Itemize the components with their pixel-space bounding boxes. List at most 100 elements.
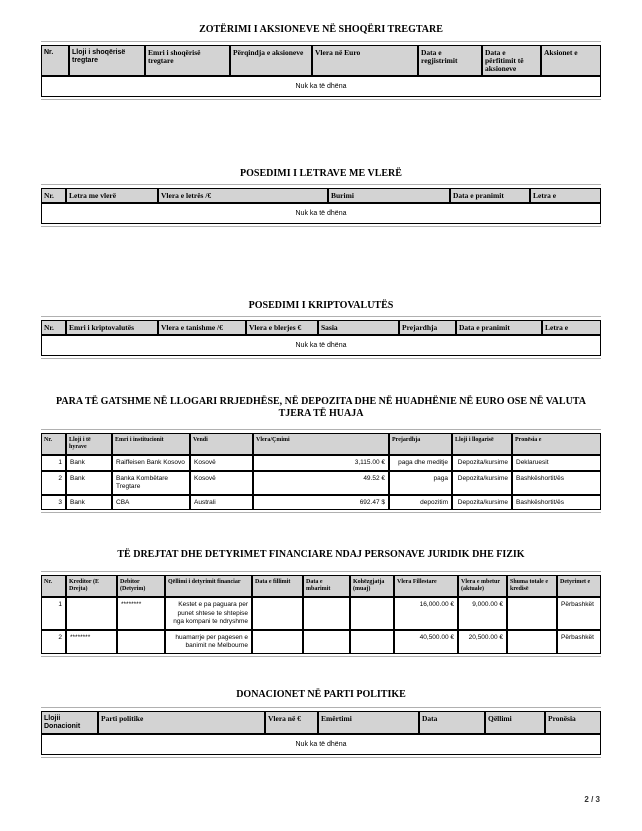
- column-header: Nr.: [41, 188, 66, 203]
- table-frame: Nr. Lloji i shoqërisë tregtare Emri i sh…: [41, 41, 601, 100]
- table-cell: Australi: [190, 494, 253, 510]
- table-cell: ********: [66, 629, 117, 654]
- column-header: Letra me vlerë: [66, 188, 158, 203]
- table-cell: Bashkëshortit/ës: [512, 494, 601, 510]
- shares-table: Nr. Lloji i shoqërisë tregtare Emri i sh…: [41, 45, 601, 97]
- table-cell: Kestet e pa paguara per punet shtese te …: [165, 597, 252, 630]
- column-header: Përqindja e aksioneve: [230, 45, 312, 76]
- table-cell: 3,115.00 €: [253, 455, 389, 471]
- section-title: DONACIONET NË PARTI POLITIKE: [236, 688, 406, 700]
- column-header: Emërtimi: [318, 710, 419, 734]
- section-title: PARA TË GATSHME NË LLOGARI RRJEDHËSE, NË…: [56, 396, 586, 419]
- empty-placeholder: Nuk ka të dhëna: [41, 335, 601, 356]
- table-cell: 2: [41, 629, 66, 654]
- table-cell: Përbashkët: [557, 597, 601, 630]
- table-cell: depozitim: [389, 494, 452, 510]
- table-cell: [507, 629, 557, 654]
- column-header: Debitor (Detyrim): [117, 575, 165, 597]
- column-header: Letra e: [542, 320, 601, 335]
- column-header: Vlera/Çmimi: [253, 433, 389, 455]
- column-header: Pronësia: [545, 710, 601, 734]
- column-header: Sasia: [318, 320, 399, 335]
- table-cell: [303, 629, 350, 654]
- table-row: 1 Bank Raiffeisen Bank Kosovo Kosovë 3,1…: [41, 455, 601, 471]
- column-header: Lloji i shoqërisë tregtare: [69, 45, 145, 76]
- column-header: Nr.: [41, 575, 66, 597]
- column-header: Data e pranimit: [450, 188, 530, 203]
- column-header: Nr.: [41, 45, 69, 76]
- section-liabilities: TË DREJTAT DHE DETYRIMET FINANCIARE NDAJ…: [41, 549, 601, 657]
- column-header: Emri i kriptovalutës: [66, 320, 158, 335]
- table-frame: Nr. Emri i kriptovalutës Vlera e tanishm…: [41, 316, 601, 359]
- empty-placeholder: Nuk ka të dhëna: [41, 203, 601, 224]
- column-header: Data e fillimit: [252, 575, 303, 597]
- page-content: ZOTËRIMI I AKSIONEVE NË SHOQËRI TREGTARE…: [41, 24, 601, 758]
- table-frame: Nr. Letra me vlerë Vlera e letrës /€ Bur…: [41, 184, 601, 227]
- table-cell: [350, 629, 394, 654]
- table-cell: Depozita/kursime: [452, 494, 512, 510]
- table-header-row: Nr. Lloji i të hyrave Emri i institucion…: [41, 433, 601, 455]
- column-header: Parti politike: [98, 710, 265, 734]
- table-row: 1 ******** Kestet e pa paguara per punet…: [41, 597, 601, 630]
- column-header: Letra e: [530, 188, 601, 203]
- table-cell: [350, 597, 394, 630]
- table-header-row: Nr. Emri i kriptovalutës Vlera e tanishm…: [41, 320, 601, 335]
- table-cell: Bank: [66, 470, 112, 495]
- section-cash: PARA TË GATSHME NË LLOGARI RRJEDHËSE, NË…: [41, 396, 601, 513]
- table-cell: [66, 597, 117, 630]
- section-title: POSEDIMI I LETRAVE ME VLERË: [240, 168, 402, 179]
- column-header: Vlera në Euro: [312, 45, 418, 76]
- column-header: Vlera në €: [265, 710, 318, 734]
- column-header: Data e përfitimit të aksioneve: [482, 45, 541, 76]
- table-row: 2 Bank Banka Kombëtare Tregtare Kosovë 4…: [41, 470, 601, 495]
- table-cell: paga: [389, 470, 452, 495]
- table-cell: [252, 629, 303, 654]
- table-cell: Përbashkët: [557, 629, 601, 654]
- table-cell: Bank: [66, 455, 112, 471]
- table-cell: Bashkëshortit/ës: [512, 470, 601, 495]
- section-title: ZOTËRIMI I AKSIONEVE NË SHOQËRI TREGTARE: [199, 24, 443, 35]
- table-row: 2 ******** huamarrje per pagesen e banim…: [41, 629, 601, 654]
- column-header: Lloji i të hyrave: [66, 433, 112, 455]
- column-header: Vlera e blerjes €: [246, 320, 318, 335]
- table-cell: huamarrje per pagesen e banimit ne Melbo…: [165, 629, 252, 654]
- column-header: Vlera Fillestare: [394, 575, 458, 597]
- table-cell: [252, 597, 303, 630]
- table-cell: ********: [117, 597, 165, 630]
- table-cell: 40,500.00 €: [394, 629, 458, 654]
- table-frame: Nr. Kreditor (E Drejta) Debitor (Detyrim…: [41, 571, 601, 657]
- section-crypto: POSEDIMI I KRIPTOVALUTËS Nr. Emri i krip…: [41, 300, 601, 359]
- empty-placeholder: Nuk ka të dhëna: [41, 76, 601, 97]
- liabilities-table: Nr. Kreditor (E Drejta) Debitor (Detyrim…: [41, 575, 601, 654]
- section-shares: ZOTËRIMI I AKSIONEVE NË SHOQËRI TREGTARE…: [41, 24, 601, 100]
- cash-table: Nr. Lloji i të hyrave Emri i institucion…: [41, 433, 601, 510]
- table-row: Nuk ka të dhëna: [41, 203, 601, 224]
- table-row: 3 Bank CBA Australi 692.47 $ depozitim D…: [41, 494, 601, 510]
- table-header-row: Llojii Donacionit Parti politike Vlera n…: [41, 710, 601, 734]
- table-cell: Depozita/kursime: [452, 455, 512, 471]
- table-cell: Kosovë: [190, 470, 253, 495]
- table-cell: 1: [41, 597, 66, 630]
- table-header-row: Nr. Letra me vlerë Vlera e letrës /€ Bur…: [41, 188, 601, 203]
- table-cell: 3: [41, 494, 66, 510]
- table-cell: 16,000.00 €: [394, 597, 458, 630]
- table-cell: 1: [41, 455, 66, 471]
- section-securities: POSEDIMI I LETRAVE ME VLERË Nr. Letra me…: [41, 168, 601, 227]
- donations-table: Llojii Donacionit Parti politike Vlera n…: [41, 710, 601, 755]
- column-header: Vendi: [190, 433, 253, 455]
- column-header: Nr.: [41, 320, 66, 335]
- table-row: Nuk ka të dhëna: [41, 76, 601, 97]
- column-header: Data e mbarimit: [303, 575, 350, 597]
- table-row: Nuk ka të dhëna: [41, 335, 601, 356]
- securities-table: Nr. Letra me vlerë Vlera e letrës /€ Bur…: [41, 188, 601, 224]
- column-header: Emri i institucionit: [112, 433, 190, 455]
- table-cell: Depozita/kursime: [452, 470, 512, 495]
- page-number: 2 / 3: [584, 795, 600, 804]
- table-cell: 692.47 $: [253, 494, 389, 510]
- table-row: Nuk ka të dhëna: [41, 733, 601, 755]
- column-header: Emri i shoqërisë tregtare: [145, 45, 230, 76]
- table-cell: Deklaruesit: [512, 455, 601, 471]
- table-header-row: Nr. Lloji i shoqërisë tregtare Emri i sh…: [41, 45, 601, 76]
- column-header: Qëllimi: [485, 710, 545, 734]
